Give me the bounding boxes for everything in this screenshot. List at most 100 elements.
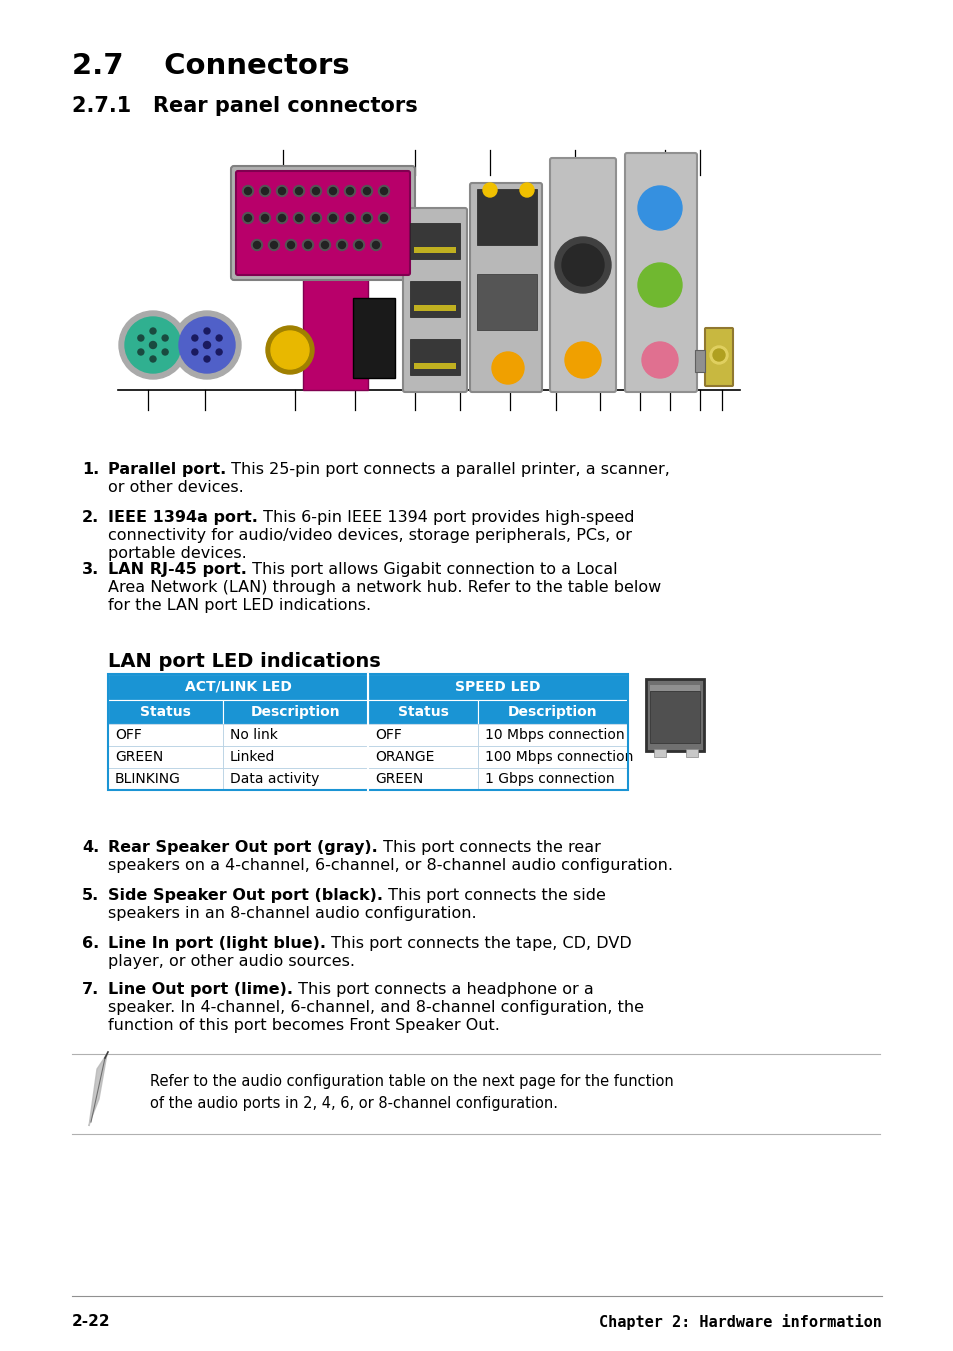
Text: IEEE 1394a port.: IEEE 1394a port. (108, 509, 257, 526)
Circle shape (372, 242, 379, 249)
Text: Description: Description (508, 705, 598, 719)
Circle shape (361, 212, 372, 223)
Text: Area Network (LAN) through a network hub. Refer to the table below: Area Network (LAN) through a network hub… (108, 580, 660, 594)
Circle shape (380, 188, 387, 195)
Circle shape (259, 185, 271, 196)
Text: This port connects the side: This port connects the side (382, 888, 605, 902)
Text: 6.: 6. (82, 936, 99, 951)
Text: This 25-pin port connects a parallel printer, a scanner,: This 25-pin port connects a parallel pri… (226, 462, 669, 477)
Circle shape (119, 311, 187, 380)
Circle shape (363, 215, 370, 222)
Bar (477, 746, 627, 767)
Circle shape (192, 335, 197, 340)
Circle shape (294, 212, 304, 223)
Text: Line In port (light blue).: Line In port (light blue). (108, 936, 326, 951)
Circle shape (295, 188, 302, 195)
Bar (108, 674, 368, 700)
Bar (414, 247, 456, 253)
Circle shape (204, 328, 210, 334)
Text: OFF: OFF (115, 728, 142, 742)
Text: 1.: 1. (82, 462, 99, 477)
Circle shape (259, 212, 271, 223)
Circle shape (327, 212, 338, 223)
Bar (223, 767, 368, 790)
Circle shape (150, 357, 156, 362)
Text: player, or other audio sources.: player, or other audio sources. (108, 954, 355, 969)
FancyBboxPatch shape (470, 182, 541, 392)
Bar (108, 674, 627, 790)
Text: 100 Mbps connection: 100 Mbps connection (484, 750, 633, 765)
Circle shape (344, 185, 355, 196)
Circle shape (162, 335, 168, 340)
Circle shape (271, 331, 309, 369)
Bar (108, 724, 223, 746)
Bar (645, 680, 703, 751)
Text: ACT/LINK LED: ACT/LINK LED (184, 680, 291, 694)
Text: speakers on a 4-channel, 6-channel, or 8-channel audio configuration.: speakers on a 4-channel, 6-channel, or 8… (108, 858, 672, 873)
Circle shape (295, 215, 302, 222)
Bar (477, 767, 627, 790)
Bar (649, 685, 700, 690)
Circle shape (287, 242, 294, 249)
Bar (223, 700, 368, 724)
Bar (477, 700, 627, 724)
Bar (108, 746, 223, 767)
Circle shape (355, 242, 362, 249)
Polygon shape (89, 1054, 107, 1125)
Circle shape (242, 185, 253, 196)
Bar (353, 299, 395, 378)
Bar (654, 748, 665, 757)
Text: portable devices.: portable devices. (108, 546, 247, 561)
Text: 2.: 2. (82, 509, 99, 526)
Text: 2.7    Connectors: 2.7 Connectors (71, 51, 349, 80)
Circle shape (278, 215, 285, 222)
Circle shape (216, 349, 222, 355)
Circle shape (138, 335, 144, 340)
Circle shape (631, 257, 687, 313)
Circle shape (378, 185, 389, 196)
Circle shape (244, 188, 252, 195)
FancyBboxPatch shape (402, 208, 467, 392)
Bar (368, 767, 477, 790)
Bar (410, 223, 459, 259)
Bar (108, 700, 223, 724)
Text: 3.: 3. (82, 562, 99, 577)
Text: connectivity for audio/video devices, storage peripherals, PCs, or: connectivity for audio/video devices, st… (108, 528, 631, 543)
Text: 2.7.1   Rear panel connectors: 2.7.1 Rear panel connectors (71, 96, 417, 116)
Circle shape (150, 328, 156, 334)
Text: Status: Status (397, 705, 448, 719)
Text: Status: Status (140, 705, 191, 719)
Bar (108, 767, 223, 790)
Circle shape (302, 239, 314, 250)
Text: speakers in an 8-channel audio configuration.: speakers in an 8-channel audio configura… (108, 907, 477, 921)
Text: Chapter 2: Hardware information: Chapter 2: Hardware information (598, 1315, 882, 1329)
Circle shape (336, 239, 347, 250)
Circle shape (709, 346, 727, 363)
Text: This port allows Gigabit connection to a Local: This port allows Gigabit connection to a… (247, 562, 617, 577)
Circle shape (310, 185, 321, 196)
Circle shape (344, 212, 355, 223)
Circle shape (555, 236, 610, 293)
Circle shape (338, 242, 345, 249)
Circle shape (244, 215, 252, 222)
Circle shape (380, 215, 387, 222)
Circle shape (712, 349, 724, 361)
Circle shape (162, 349, 168, 355)
Circle shape (266, 326, 314, 374)
Text: Refer to the audio configuration table on the next page for the function
of the : Refer to the audio configuration table o… (150, 1074, 673, 1111)
Circle shape (370, 239, 381, 250)
Bar (414, 363, 456, 369)
Circle shape (641, 342, 678, 378)
Bar (223, 724, 368, 746)
Circle shape (294, 185, 304, 196)
Text: Linked: Linked (230, 750, 275, 765)
Circle shape (271, 242, 277, 249)
Circle shape (354, 239, 364, 250)
Circle shape (203, 342, 211, 349)
Circle shape (564, 342, 600, 378)
Circle shape (276, 212, 287, 223)
Text: Data activity: Data activity (230, 771, 319, 786)
Circle shape (321, 242, 328, 249)
Circle shape (313, 188, 319, 195)
Circle shape (304, 242, 312, 249)
